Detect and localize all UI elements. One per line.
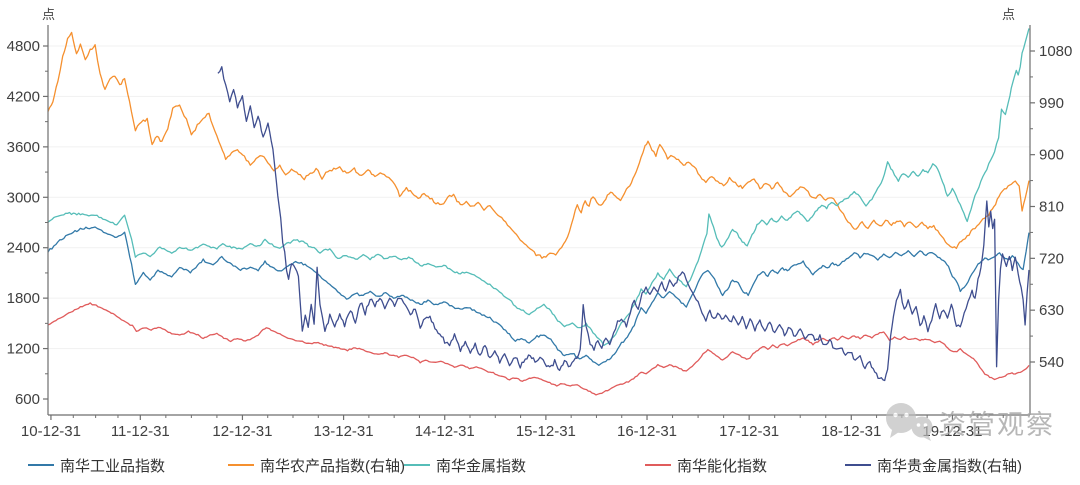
left-axis-unit-label: 点 bbox=[42, 7, 56, 22]
legend-item-agriculture-index[interactable]: 南华农产品指数(右轴) bbox=[228, 454, 405, 476]
svg-text:1200: 1200 bbox=[7, 341, 40, 358]
svg-text:600: 600 bbox=[15, 391, 40, 408]
right-axis-unit-label: 点 bbox=[1002, 7, 1016, 22]
legend-line-swatch bbox=[28, 464, 54, 466]
x-tick-label: 18-12-31 bbox=[821, 423, 881, 440]
x-tick-label: 10-12-31 bbox=[21, 423, 81, 440]
legend-label: 南华农产品指数(右轴) bbox=[260, 457, 405, 475]
legend-item-industrial-index[interactable]: 南华工业品指数 bbox=[28, 454, 165, 476]
legend-label: 南华工业品指数 bbox=[60, 457, 166, 475]
legend-label: 南华金属指数 bbox=[436, 457, 527, 475]
x-tick-label: 15-12-31 bbox=[516, 423, 576, 440]
legend-label: 南华能化指数 bbox=[677, 457, 768, 475]
x-tick-label: 16-12-31 bbox=[617, 423, 677, 440]
legend-item-energy-chemical-index[interactable]: 南华能化指数 bbox=[645, 454, 767, 476]
svg-text:4800: 4800 bbox=[7, 38, 40, 55]
svg-text:1800: 1800 bbox=[7, 290, 40, 307]
x-tick-label: 19-12-31 bbox=[922, 423, 982, 440]
svg-text:3000: 3000 bbox=[7, 189, 40, 206]
series-line-4 bbox=[217, 66, 1030, 382]
x-tick-label: 14-12-31 bbox=[415, 423, 475, 440]
svg-text:630: 630 bbox=[1039, 302, 1064, 319]
svg-text:2400: 2400 bbox=[7, 240, 40, 257]
series-line-1 bbox=[47, 31, 1030, 259]
x-tick-label: 12-12-31 bbox=[212, 423, 272, 440]
x-tick-label: 13-12-31 bbox=[314, 423, 374, 440]
x-tick-label: 17-12-31 bbox=[719, 423, 779, 440]
legend-line-swatch bbox=[645, 464, 671, 466]
svg-text:990: 990 bbox=[1039, 95, 1064, 112]
svg-text:900: 900 bbox=[1039, 147, 1064, 164]
svg-text:720: 720 bbox=[1039, 250, 1064, 267]
legend-item-metal-index[interactable]: 南华金属指数 bbox=[404, 454, 526, 476]
series-line-0 bbox=[47, 226, 1030, 366]
x-tick-label: 11-12-31 bbox=[111, 423, 170, 440]
legend-line-swatch bbox=[404, 464, 430, 466]
legend-label: 南华贵金属指数(右轴) bbox=[877, 457, 1022, 475]
svg-text:1080: 1080 bbox=[1039, 43, 1072, 60]
svg-text:4200: 4200 bbox=[7, 88, 40, 105]
svg-text:810: 810 bbox=[1039, 199, 1064, 216]
legend-item-precious-metal-index[interactable]: 南华贵金属指数(右轴) bbox=[845, 454, 1022, 476]
legend-line-swatch bbox=[228, 464, 254, 466]
svg-text:540: 540 bbox=[1039, 354, 1064, 371]
legend-line-swatch bbox=[845, 464, 871, 466]
series-line-3 bbox=[47, 302, 1030, 396]
series-line-2 bbox=[47, 28, 1030, 347]
svg-text:3600: 3600 bbox=[7, 139, 40, 156]
